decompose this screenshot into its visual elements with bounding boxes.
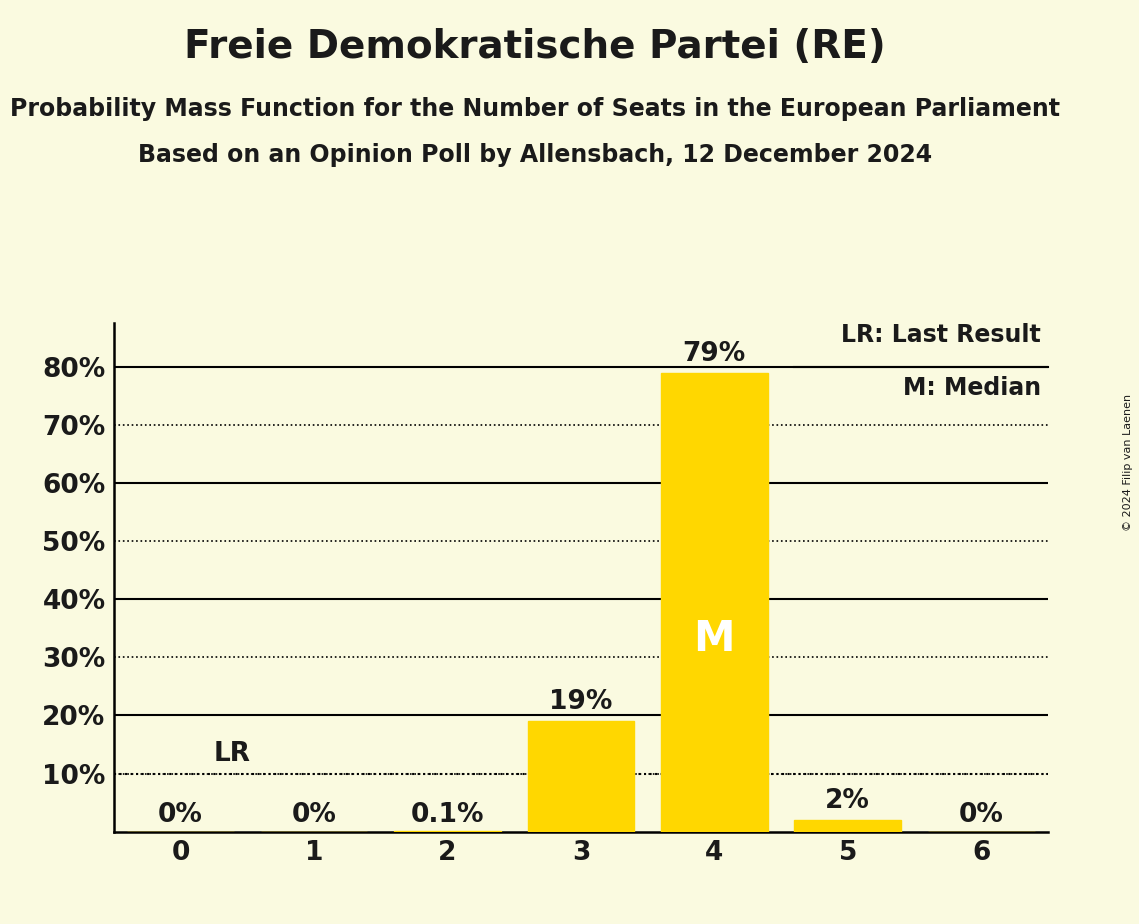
Text: Based on an Opinion Poll by Allensbach, 12 December 2024: Based on an Opinion Poll by Allensbach, … xyxy=(138,143,933,167)
Text: Probability Mass Function for the Number of Seats in the European Parliament: Probability Mass Function for the Number… xyxy=(10,97,1060,121)
Text: LR: LR xyxy=(214,740,251,767)
Text: M: Median: M: Median xyxy=(903,376,1041,400)
Bar xyxy=(661,372,768,832)
Text: 79%: 79% xyxy=(682,341,746,367)
Text: 2%: 2% xyxy=(826,788,870,814)
Text: 0%: 0% xyxy=(959,801,1003,828)
Text: 19%: 19% xyxy=(549,689,613,715)
Text: M: M xyxy=(694,618,735,660)
Text: © 2024 Filip van Laenen: © 2024 Filip van Laenen xyxy=(1123,394,1133,530)
Text: 0%: 0% xyxy=(292,801,336,828)
Bar xyxy=(527,722,634,832)
Text: LR: Last Result: LR: Last Result xyxy=(842,322,1041,346)
Bar xyxy=(794,820,901,832)
Text: 0%: 0% xyxy=(158,801,203,828)
Text: 0.1%: 0.1% xyxy=(411,801,484,828)
Text: Freie Demokratische Partei (RE): Freie Demokratische Partei (RE) xyxy=(185,28,886,66)
